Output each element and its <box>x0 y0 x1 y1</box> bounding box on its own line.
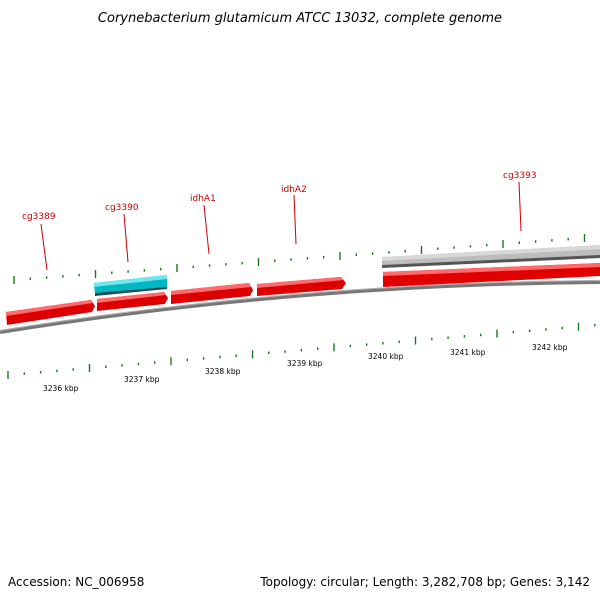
scale-label: 3240 kbp <box>368 352 404 361</box>
scale-label: 3236 kbp <box>43 384 79 393</box>
accession-text: Accession: NC_006958 <box>8 575 144 589</box>
gene-label-idhA2: idhA2 <box>281 185 307 195</box>
upper-tick-marks <box>13 234 586 284</box>
scale-label: 3241 kbp <box>450 348 486 357</box>
scale-label: 3242 kbp <box>532 343 568 352</box>
genome-backbone <box>0 280 600 334</box>
reverse-region <box>382 245 600 268</box>
gene-label-cg3390-group: cg3390 <box>105 203 139 263</box>
gene-arrow-cg3390[interactable] <box>94 275 167 296</box>
genome-summary-text: Topology: circular; Length: 3,282,708 bp… <box>259 575 590 589</box>
gene-label-idhA2-group: idhA2 <box>281 185 307 245</box>
gene-label-cg3389: cg3389 <box>22 212 56 222</box>
gene-label-idhA1-group: idhA1 <box>190 194 216 255</box>
gene-label-idhA1: idhA1 <box>190 194 216 204</box>
scale-ruler <box>7 322 596 379</box>
gene-arrow-cg3392[interactable] <box>257 277 346 296</box>
gene-label-cg3393-group: cg3393 <box>503 171 537 232</box>
gene-label-cg3389-group: cg3389 <box>22 212 56 271</box>
gene-arrow-cg3389[interactable] <box>6 300 95 325</box>
gene-arrow-cg3393[interactable] <box>383 263 600 287</box>
gene-arrow-idhA1[interactable] <box>97 292 168 311</box>
scale-label: 3238 kbp <box>205 367 241 376</box>
gene-arrow-idhA2[interactable] <box>171 283 253 304</box>
gene-label-cg3390: cg3390 <box>105 203 139 213</box>
scale-labels: 3236 kbp 3237 kbp 3238 kbp 3239 kbp 3240… <box>43 343 568 393</box>
map-title: Corynebacterium glutamicum ATCC 13032, c… <box>98 11 502 26</box>
genome-backbone-highlight <box>0 280 600 331</box>
gene-label-cg3393: cg3393 <box>503 171 537 181</box>
scale-label: 3239 kbp <box>287 359 323 368</box>
scale-label: 3237 kbp <box>124 375 160 384</box>
